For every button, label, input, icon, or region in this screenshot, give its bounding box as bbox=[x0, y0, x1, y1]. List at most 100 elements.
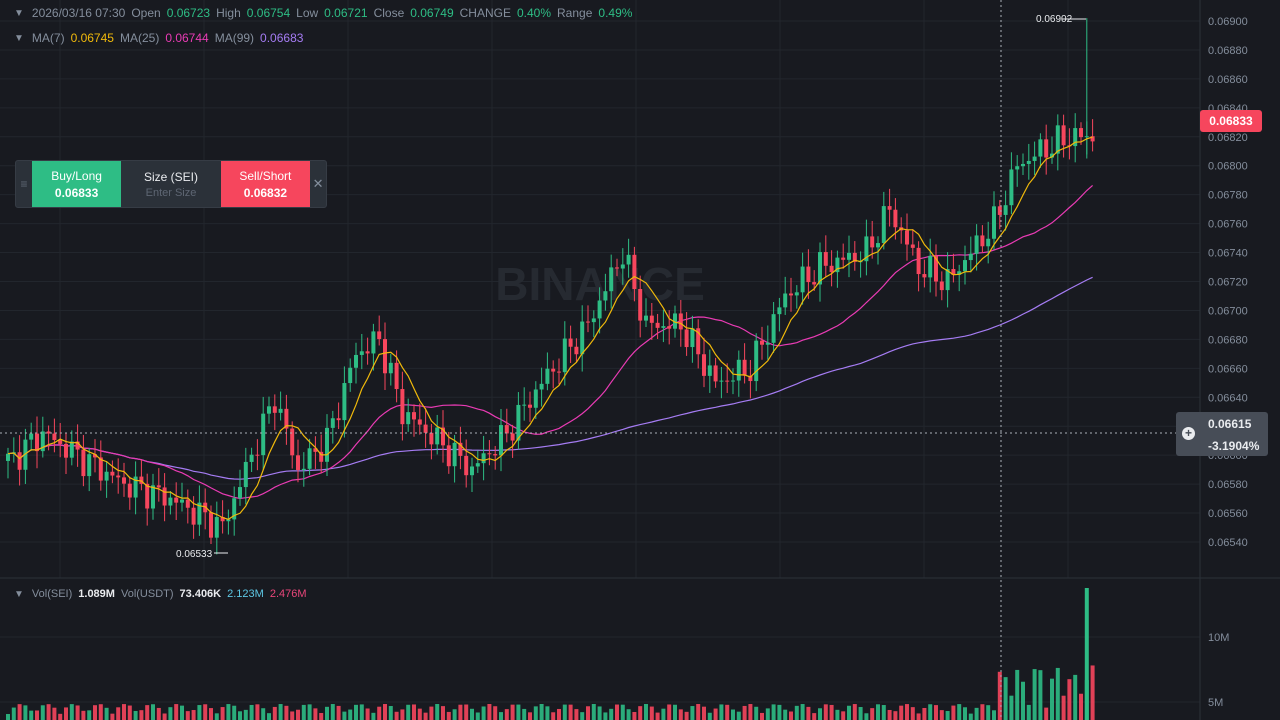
volume-bar bbox=[1003, 677, 1008, 720]
volume-bar bbox=[1021, 681, 1025, 720]
candle-body bbox=[348, 367, 353, 384]
size-input[interactable] bbox=[125, 186, 216, 199]
volume-bar bbox=[939, 710, 944, 720]
candle-body bbox=[980, 235, 985, 247]
buy-long-button[interactable]: Buy/Long 0.06833 bbox=[31, 161, 122, 207]
volume-bar bbox=[156, 707, 161, 720]
volume-bar bbox=[104, 707, 109, 720]
volume-bar bbox=[591, 704, 596, 720]
candle-body bbox=[313, 448, 318, 452]
volume-bar bbox=[609, 708, 614, 720]
candle-body bbox=[81, 449, 86, 477]
candle-body bbox=[603, 291, 608, 301]
volume-bar bbox=[296, 709, 300, 720]
volume-bar bbox=[887, 709, 892, 720]
volume-bar bbox=[330, 704, 335, 720]
candle-body bbox=[481, 453, 486, 464]
drag-handle-icon[interactable]: ≡ bbox=[20, 177, 28, 191]
collapse-icon[interactable]: ▼ bbox=[14, 7, 24, 19]
candle-body bbox=[1038, 139, 1043, 157]
candle-body bbox=[151, 485, 155, 509]
volume-info: ▼ Vol(SEI) 1.089M Vol(USDT) 73.406K 2.12… bbox=[14, 588, 307, 600]
volume-bar bbox=[841, 711, 846, 720]
candle-body bbox=[557, 371, 561, 373]
candle-body bbox=[429, 432, 434, 445]
sell-short-button[interactable]: Sell/Short 0.06832 bbox=[220, 161, 311, 207]
volume-bar bbox=[620, 704, 625, 720]
price-tick-label: 0.06900 bbox=[1208, 16, 1248, 28]
volume-bar bbox=[81, 710, 86, 720]
volume-bar bbox=[365, 708, 370, 720]
add-alert-icon[interactable]: + bbox=[1182, 427, 1195, 440]
ma-info: ▼ MA(7) 0.06745 MA(25) 0.06744 MA(99) 0.… bbox=[14, 31, 303, 45]
candle-body bbox=[522, 404, 527, 406]
volume-bar bbox=[493, 706, 498, 720]
ma99-value: 0.06683 bbox=[260, 31, 304, 45]
volume-bar bbox=[481, 706, 486, 720]
collapse-icon[interactable]: ▼ bbox=[14, 32, 24, 44]
volume-bar bbox=[794, 705, 799, 720]
candle-body bbox=[609, 267, 614, 292]
candle-body bbox=[406, 412, 411, 425]
candle-body bbox=[922, 274, 927, 278]
volume-bar bbox=[354, 704, 358, 720]
candle-body bbox=[122, 477, 126, 484]
candle-body bbox=[783, 293, 788, 308]
candle-body bbox=[336, 418, 341, 421]
volume-bar bbox=[1084, 588, 1089, 720]
candle-body bbox=[957, 271, 962, 275]
candle-body bbox=[835, 257, 840, 273]
candle-body bbox=[1044, 139, 1049, 158]
volume-bar bbox=[597, 706, 602, 720]
candle-body bbox=[725, 380, 730, 382]
size-label: Size (SEI) bbox=[143, 169, 198, 184]
change-value: 0.40% bbox=[516, 6, 552, 20]
ohlc-info: ▼ 2026/03/16 07:30 Open 0.06723 High 0.0… bbox=[14, 6, 632, 20]
candle-body bbox=[771, 314, 776, 343]
volume-bar bbox=[748, 704, 753, 720]
candle-body bbox=[887, 206, 892, 210]
volume-bar bbox=[934, 705, 938, 720]
close-icon[interactable]: ✕ bbox=[312, 176, 324, 191]
volume-bar bbox=[522, 708, 527, 720]
candle-body bbox=[23, 439, 28, 470]
volume-bar bbox=[655, 712, 660, 720]
volume-bar bbox=[116, 707, 121, 720]
collapse-icon[interactable]: ▼ bbox=[14, 588, 24, 600]
range-label: Range bbox=[557, 6, 593, 20]
volume-bar bbox=[307, 704, 312, 720]
candle-body bbox=[748, 375, 753, 382]
size-field[interactable]: Size (SEI) bbox=[121, 161, 221, 207]
volume-bar bbox=[319, 712, 324, 720]
volume-bar bbox=[876, 704, 880, 720]
volume-bar bbox=[864, 713, 869, 720]
volume-bar bbox=[377, 706, 382, 720]
volume-bar bbox=[968, 713, 973, 720]
price-tick-label: 0.06700 bbox=[1208, 305, 1248, 317]
volume-bar bbox=[533, 706, 538, 720]
low-value: 0.06721 bbox=[324, 6, 368, 20]
crosshair-price-label: + 0.06615 -3.1904% bbox=[1176, 412, 1268, 456]
candle-body bbox=[597, 300, 602, 319]
volume-bar bbox=[777, 704, 782, 720]
price-tick-label: 0.06680 bbox=[1208, 334, 1248, 346]
volume-bar bbox=[719, 704, 724, 720]
volume-bar bbox=[789, 711, 793, 720]
candle-body bbox=[528, 404, 532, 408]
candle-body bbox=[516, 404, 521, 441]
candle-body bbox=[1032, 156, 1037, 161]
volume-bar bbox=[383, 704, 387, 720]
candle-body bbox=[713, 365, 718, 382]
volume-bar bbox=[963, 707, 967, 720]
candle-body bbox=[847, 252, 851, 260]
volume-bar bbox=[226, 704, 231, 720]
candle-body bbox=[296, 455, 300, 470]
quick-order-panel: ≡ Buy/Long 0.06833 Size (SEI) Sell/Short… bbox=[15, 160, 327, 208]
candle-body bbox=[574, 346, 579, 355]
volume-bar bbox=[64, 707, 68, 720]
candle-body bbox=[1090, 136, 1095, 142]
candle-body bbox=[678, 313, 683, 330]
volume-bar bbox=[632, 711, 637, 720]
candle-body bbox=[342, 383, 347, 421]
